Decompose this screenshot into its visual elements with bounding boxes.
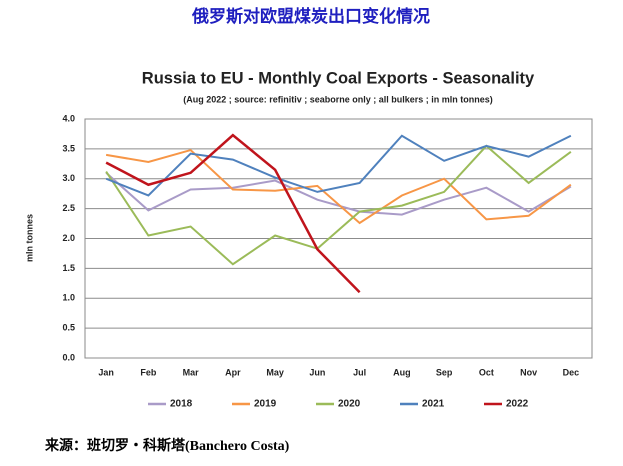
x-tick-label: Apr [225, 367, 241, 377]
x-tick-label: Jul [353, 367, 366, 377]
y-tick-label: 4.0 [62, 113, 75, 123]
y-tick-label: 2.0 [62, 233, 75, 243]
y-tick-label: 1.5 [62, 263, 75, 273]
y-tick-label: 1.0 [62, 293, 75, 303]
chart-subtitle: (Aug 2022 ; source: refinitiv ; seaborne… [183, 94, 493, 104]
legend-label: 2022 [506, 399, 529, 410]
x-tick-label: Feb [140, 367, 157, 377]
x-tick-label: May [266, 367, 284, 377]
legend-label: 2019 [254, 399, 277, 410]
x-tick-label: Dec [563, 367, 580, 377]
y-tick-label: 0.0 [62, 352, 75, 362]
source: 来源：班切罗・科斯塔(Banchero Costa) [44, 437, 290, 454]
header-title: 俄罗斯对欧盟煤炭出口变化情况 [191, 6, 430, 26]
legend-label: 2021 [422, 399, 445, 410]
series-line [105, 134, 572, 197]
x-tick-label: Jan [98, 367, 114, 377]
x-tick-label: Nov [520, 367, 537, 377]
y-tick-label: 0.5 [62, 323, 75, 333]
y-tick-label: 3.5 [62, 143, 75, 153]
series-line [105, 133, 361, 294]
chart-title: Russia to EU - Monthly Coal Exports - Se… [142, 69, 535, 87]
x-tick-label: Oct [479, 367, 494, 377]
series-line [105, 144, 572, 266]
series-line [105, 148, 572, 225]
legend-label: 2020 [338, 399, 361, 410]
x-tick-label: Aug [393, 367, 411, 377]
legend-label: 2018 [170, 399, 193, 410]
x-tick-label: Jun [309, 367, 325, 377]
y-tick-label: 3.0 [62, 173, 75, 183]
x-tick-label: Mar [183, 367, 200, 377]
y-tick-label: 2.5 [62, 203, 75, 213]
x-tick-label: Sep [436, 367, 453, 377]
y-axis-label: mln tonnes [24, 214, 34, 262]
